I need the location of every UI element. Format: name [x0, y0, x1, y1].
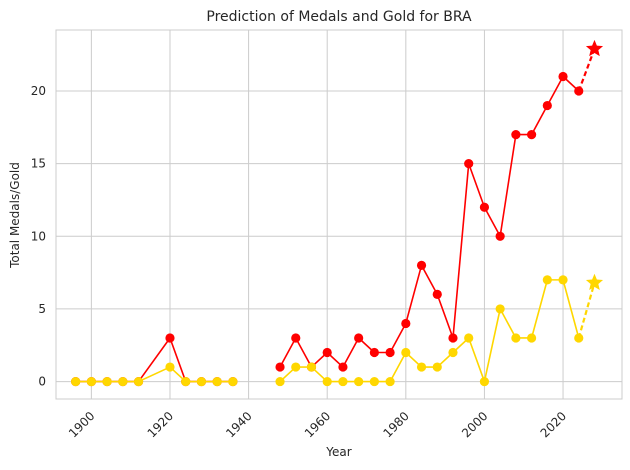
- gold-medals-point: [228, 376, 238, 387]
- total-medals-point: [385, 347, 395, 358]
- x-tick-label: 1940: [223, 409, 254, 440]
- x-axis-label: Year: [325, 445, 351, 459]
- series-group: [71, 39, 604, 387]
- gold-medals-point: [574, 333, 584, 343]
- gold-medals-line: [279, 279, 580, 383]
- total-medals-point: [526, 129, 537, 140]
- y-tick-label: 5: [38, 302, 46, 316]
- total-medals-point: [432, 289, 442, 300]
- gold-medals-point: [354, 376, 364, 387]
- gold-medals-point: [479, 376, 490, 387]
- gold-medals-point: [86, 376, 96, 387]
- x-tick-label: 1900: [66, 409, 97, 440]
- gold-medals-point: [196, 376, 207, 387]
- total-medals-point: [542, 100, 552, 111]
- gold-medals-point: [464, 333, 474, 343]
- x-tick-label: 2000: [459, 409, 490, 440]
- total-medals-line: [279, 75, 580, 368]
- gold-medals-point: [448, 347, 458, 358]
- gold-medals-prediction-line: [577, 282, 596, 339]
- gold-medals-prediction-star: [585, 273, 604, 291]
- total-medals-point: [416, 260, 427, 270]
- gold-medals-point: [542, 275, 552, 285]
- total-medals-point: [165, 333, 175, 343]
- total-medals-point: [369, 347, 379, 358]
- gold-medals-point: [102, 376, 112, 387]
- total-medals-point: [291, 333, 301, 343]
- total-medals-point: [448, 333, 458, 343]
- total-medals-point: [401, 318, 411, 329]
- gold-medals-point: [416, 362, 427, 372]
- y-tick-label: 0: [38, 375, 46, 389]
- gold-medals-point: [306, 362, 317, 372]
- y-tick-label: 10: [31, 229, 46, 243]
- total-medals-series: [71, 39, 604, 387]
- gold-medals-line: [75, 366, 233, 383]
- total-medals-point: [558, 71, 568, 82]
- gold-medals-point: [322, 376, 332, 387]
- gold-medals-point: [291, 362, 301, 372]
- total-medals-point: [338, 362, 348, 372]
- x-tick-label: 1920: [145, 409, 176, 440]
- total-medals-point: [495, 231, 505, 241]
- x-tick-label: 1980: [380, 409, 411, 440]
- gold-medals-point: [401, 347, 411, 358]
- total-medals-point: [511, 129, 521, 140]
- axis-ticks: 1900 1920 1940 1960 1980 2000 2020 0 5 10 15 20: [31, 84, 569, 440]
- gold-medals-point: [71, 376, 81, 387]
- total-medals-point: [354, 333, 364, 343]
- total-medals-point: [479, 202, 490, 212]
- total-medals-point: [464, 159, 474, 169]
- gold-medals-point: [385, 376, 395, 387]
- gold-medals-point: [133, 376, 144, 387]
- x-tick-label: 2020: [538, 409, 569, 440]
- x-tick-label: 1960: [302, 409, 333, 440]
- gold-medals-point: [369, 376, 379, 387]
- plot-area-frame: [55, 29, 623, 400]
- gold-medals-point: [118, 376, 128, 387]
- gold-medals-point: [165, 362, 175, 372]
- gold-medals-point: [511, 333, 521, 343]
- chart-title: Prediction of Medals and Gold for BRA: [206, 9, 472, 25]
- gold-medals-point: [432, 362, 442, 372]
- total-medals-point: [322, 347, 332, 358]
- gold-medals-point: [212, 376, 222, 387]
- y-axis-label: Total Medals/Gold: [8, 162, 22, 269]
- gold-medals-point: [495, 304, 505, 314]
- total-medals-point: [574, 86, 584, 96]
- total-medals-prediction-star: [585, 39, 604, 57]
- gold-medals-point: [275, 376, 285, 387]
- gold-medals-series: [71, 273, 604, 387]
- total-medals-point: [275, 362, 285, 372]
- gold-medals-point: [338, 376, 348, 387]
- grid-lines: [56, 30, 622, 399]
- total-medals-prediction-line: [577, 48, 596, 92]
- y-tick-label: 15: [31, 157, 46, 171]
- gold-medals-point: [526, 333, 537, 343]
- gold-medals-point: [558, 275, 568, 285]
- gold-medals-point: [181, 376, 191, 387]
- y-tick-label: 20: [31, 84, 46, 98]
